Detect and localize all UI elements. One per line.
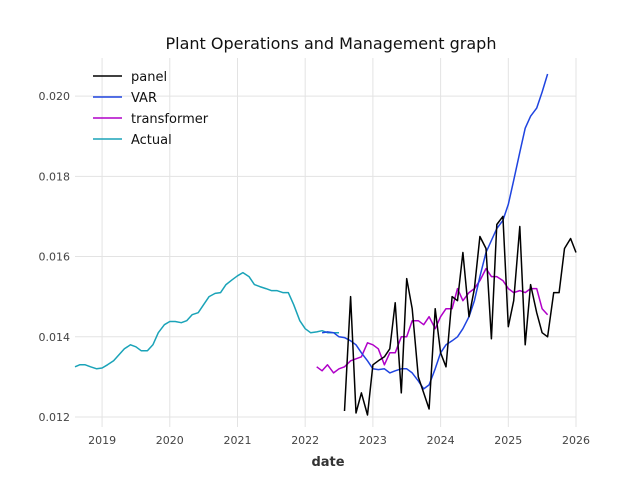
- series-line-actual: [74, 271, 339, 370]
- series-line-transformer: [316, 267, 549, 374]
- chart-title: Plant Operations and Management graph: [166, 34, 497, 53]
- legend-label-panel: panel: [131, 70, 167, 85]
- x-tick-label: 2026: [562, 434, 590, 447]
- y-tick-label: 0.016: [39, 251, 71, 264]
- series-line-panel: [343, 215, 577, 416]
- legend-label-transformer: transformer: [131, 112, 209, 127]
- y-tick-label: 0.020: [39, 90, 71, 103]
- x-tick-label: 2022: [291, 434, 319, 447]
- y-tick-label: 0.018: [39, 170, 71, 183]
- x-tick-label: 2025: [494, 434, 522, 447]
- x-axis: 2019 2020 2021 2022 2023 2024 2025 2026: [88, 434, 590, 447]
- x-tick-label: 2020: [156, 434, 184, 447]
- x-tick-label: 2021: [223, 434, 251, 447]
- legend-label-var: VAR: [131, 91, 157, 106]
- x-axis-label: date: [311, 455, 344, 470]
- y-tick-label: 0.012: [39, 411, 71, 424]
- y-axis: 0.012 0.014 0.016 0.018 0.020: [39, 90, 71, 424]
- series-line-var: [321, 73, 549, 390]
- y-tick-label: 0.014: [39, 331, 71, 344]
- legend-label-actual: Actual: [131, 133, 172, 148]
- legend: panel VAR transformer Actual: [93, 70, 209, 148]
- plot-lines: [74, 73, 577, 416]
- grid: [75, 58, 577, 427]
- x-tick-label: 2023: [359, 434, 387, 447]
- x-tick-label: 2019: [88, 434, 116, 447]
- x-tick-label: 2024: [427, 434, 455, 447]
